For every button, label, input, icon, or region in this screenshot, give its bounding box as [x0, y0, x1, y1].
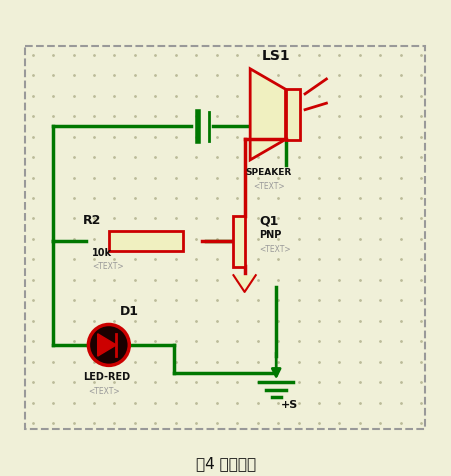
Bar: [285, 89, 300, 140]
Text: D1: D1: [120, 305, 139, 318]
Text: <TEXT>: <TEXT>: [88, 387, 120, 396]
Text: Q1: Q1: [259, 214, 278, 227]
Text: <TEXT>: <TEXT>: [92, 262, 124, 271]
Text: SPEAKER: SPEAKER: [245, 168, 291, 177]
Text: <TEXT>: <TEXT>: [259, 245, 290, 254]
Polygon shape: [97, 334, 116, 356]
Text: LED-RED: LED-RED: [83, 372, 129, 382]
Text: <TEXT>: <TEXT>: [253, 182, 284, 191]
Text: LS1: LS1: [261, 50, 290, 63]
Polygon shape: [249, 69, 285, 160]
Text: +S: +S: [280, 400, 298, 410]
Text: 图4 报警电路: 图4 报警电路: [195, 456, 256, 472]
Polygon shape: [233, 275, 255, 292]
Text: R2: R2: [83, 214, 101, 227]
Circle shape: [88, 325, 129, 366]
Bar: [109, 230, 183, 251]
Text: 10k: 10k: [92, 248, 112, 258]
Text: PNP: PNP: [259, 230, 281, 240]
Bar: [233, 216, 244, 267]
